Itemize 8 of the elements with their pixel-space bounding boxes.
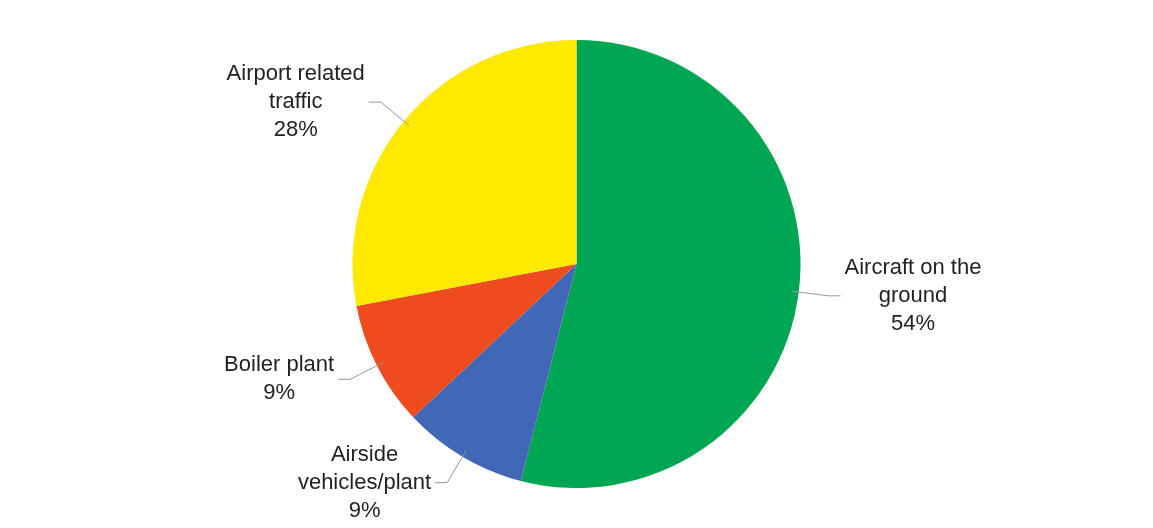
data-label: 28% [273,116,318,142]
data-label: 54% [890,309,935,335]
data-label: 9% [348,496,381,522]
slice-label: Aircraft on the ground [844,253,982,307]
slice-label: Airside vehicles/plant [297,440,432,494]
slice-label: Boiler plant [224,351,335,377]
slice-label: Airport related traffic [226,60,365,114]
data-label: 9% [263,379,296,405]
